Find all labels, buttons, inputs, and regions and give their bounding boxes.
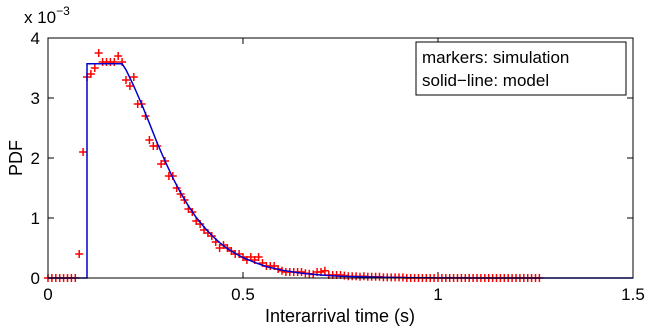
- simulation-point: [254, 253, 263, 261]
- simulation-point: [79, 148, 88, 156]
- simulation-point: [94, 49, 103, 57]
- y-exponent-power: −3: [56, 4, 70, 18]
- y-exponent-base: x 10: [24, 8, 56, 27]
- simulation-point: [145, 136, 154, 144]
- y-axis-label: PDF: [6, 140, 26, 176]
- y-tick-label: 4: [31, 29, 40, 48]
- x-tick-label: 1.5: [621, 285, 645, 304]
- x-tick-label: 0.5: [231, 285, 255, 304]
- x-tick-label: 0: [43, 285, 52, 304]
- simulation-point: [75, 250, 84, 258]
- x-tick-label: 1: [433, 285, 442, 304]
- simulation-point: [320, 266, 329, 275]
- tick-labels: 0 0.5 1 1.5 0 1 2 3 4: [31, 29, 645, 304]
- simulation-point: [114, 52, 123, 60]
- simulation-point: [129, 73, 138, 81]
- simulation-point: [125, 82, 134, 90]
- y-tick-label: 3: [31, 89, 40, 108]
- legend-entry-model: solid−line: model: [422, 71, 549, 90]
- simulation-point: [297, 268, 306, 276]
- plot-frame: [47, 37, 634, 279]
- legend-box: [415, 41, 627, 96]
- simulation-point: [86, 70, 95, 78]
- y-exponent-label: x 10−3: [24, 4, 70, 27]
- y-tick-label: 1: [31, 209, 40, 228]
- y-tick-label: 2: [31, 149, 40, 168]
- x-axis-label: Interarrival time (s): [265, 306, 415, 326]
- legend: markers: simulation solid−line: model: [415, 41, 627, 96]
- simulation-point: [90, 64, 99, 72]
- simulation-point: [110, 58, 119, 66]
- legend-entry-simulation: markers: simulation: [422, 48, 569, 67]
- simulation-point: [122, 76, 130, 84]
- y-tick-label: 0: [31, 269, 40, 288]
